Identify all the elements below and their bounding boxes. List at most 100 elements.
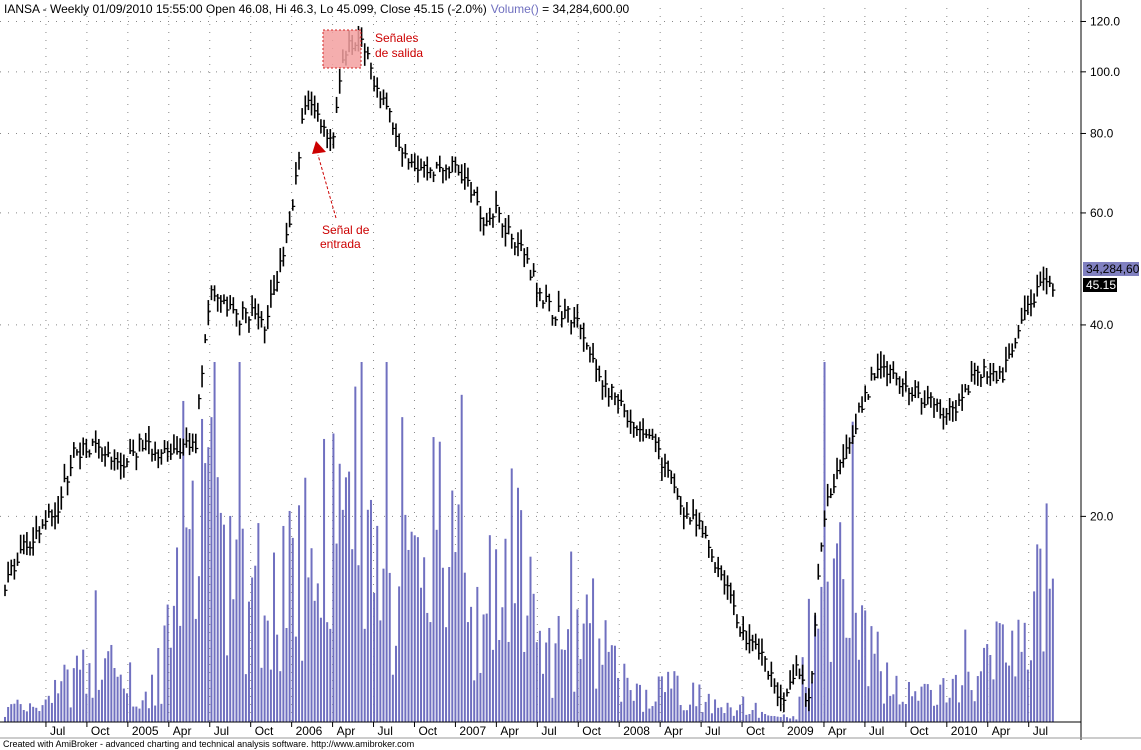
volume-bar: [432, 437, 435, 722]
volume-bar: [961, 685, 964, 722]
volume-bar: [147, 708, 150, 722]
volume-bar: [376, 525, 379, 722]
volume-bar: [235, 539, 238, 722]
volume-bar: [194, 618, 197, 722]
x-axis-ticks: Jul Oct 2005 Apr Jul Oct 2006 Apr Jul Oct 2007 Apr J…: [45, 722, 1048, 738]
volume-bar: [169, 647, 172, 722]
volume-bar: [463, 572, 466, 722]
volume-bar: [97, 689, 100, 722]
volume-bar: [876, 631, 879, 722]
volume-bar: [1045, 503, 1048, 722]
volume-bar: [401, 417, 404, 722]
volume-bar: [901, 701, 904, 722]
volume-bar: [735, 710, 738, 722]
volume-bar: [948, 697, 951, 722]
volume-bar: [191, 480, 194, 722]
volume-bar: [1004, 662, 1007, 722]
volume-bar: [617, 677, 620, 722]
volume-bar: [151, 674, 154, 722]
volume-bar: [54, 679, 57, 722]
price-badge: [1083, 278, 1117, 292]
volume-bar: [351, 549, 354, 722]
volume-bar: [269, 669, 272, 722]
volume-value: = 34,284,600.00: [539, 2, 630, 16]
volume-bar: [291, 537, 294, 722]
volume-bar: [582, 623, 585, 722]
volume-bar: [1039, 548, 1042, 722]
volume-bar: [779, 717, 782, 722]
volume-bar: [1017, 619, 1020, 722]
volume-bar: [138, 708, 141, 722]
chart-title: IANSA - Weekly 01/09/2010 15:55:00 Open …: [4, 2, 630, 16]
volume-bar: [554, 643, 557, 722]
volume-bar: [698, 684, 701, 722]
volume-bar: [595, 688, 598, 722]
volume-bar: [379, 620, 382, 722]
volume-bar: [323, 438, 326, 722]
volume-bar: [1033, 591, 1036, 722]
volume-bar: [923, 683, 926, 722]
entry-annotation-line1: Señal de: [322, 223, 370, 237]
volume-bar: [391, 674, 394, 722]
volume-bar: [72, 668, 75, 722]
volume-bar: [513, 603, 516, 722]
volume-bar: [260, 667, 263, 722]
volume-bar: [407, 549, 410, 722]
volume-bar: [726, 702, 729, 722]
volume-bar: [995, 621, 998, 722]
volume-bar: [107, 651, 110, 722]
volume-bar: [776, 716, 779, 722]
volume-bar: [1042, 651, 1045, 722]
volume-bar: [714, 699, 717, 722]
volume-bar: [495, 549, 498, 722]
volume-bar: [895, 675, 898, 722]
volume-bar: [651, 706, 654, 722]
volume-bar: [535, 642, 538, 722]
volume-bar: [273, 552, 276, 722]
volume-bar: [695, 706, 698, 722]
volume-bar: [338, 463, 341, 722]
volume-bar: [298, 505, 301, 722]
volume-bar: [426, 612, 429, 722]
volume-bar: [132, 706, 135, 722]
volume-bar: [811, 682, 814, 722]
x-tick-label: Jul: [705, 724, 720, 738]
volume-bar: [720, 707, 723, 722]
x-tick-label: Oct: [418, 724, 437, 738]
x-tick-label: Apr: [828, 724, 847, 738]
volume-bar: [820, 586, 823, 722]
x-tick-label: Apr: [337, 724, 356, 738]
volume-bar: [485, 613, 488, 722]
volume-bar: [1011, 630, 1014, 722]
x-tick-label: Apr: [664, 724, 683, 738]
x-tick-label: Jul: [541, 724, 556, 738]
volume-bar: [751, 710, 754, 722]
volume-bar: [82, 649, 85, 722]
volume-bar: [113, 668, 116, 722]
volume-bar: [110, 644, 113, 722]
volume-bar: [50, 702, 53, 722]
volume-bar: [560, 649, 563, 722]
volume-bar: [304, 477, 307, 722]
volume-bar: [25, 711, 28, 722]
volume-bar: [382, 568, 385, 722]
volume-bar: [44, 699, 47, 722]
volume-bar: [795, 719, 798, 722]
volume-bar: [976, 676, 979, 722]
volume-bar: [717, 707, 720, 722]
volume-bar: [598, 638, 601, 722]
volume-bar: [423, 557, 426, 722]
volume-bar: [404, 514, 407, 722]
volume-bar: [482, 614, 485, 722]
volume-bar: [704, 701, 707, 722]
volume-bar: [125, 693, 128, 722]
y-tick-label: 60.0: [1090, 206, 1114, 220]
volume-bar: [457, 504, 460, 722]
volume-bar: [341, 509, 344, 722]
x-tick-label: 2007: [459, 724, 486, 738]
volume-bar: [420, 587, 423, 722]
volume-bar: [523, 651, 526, 722]
volume-bar: [448, 567, 451, 722]
volume-bars: [4, 362, 1054, 722]
